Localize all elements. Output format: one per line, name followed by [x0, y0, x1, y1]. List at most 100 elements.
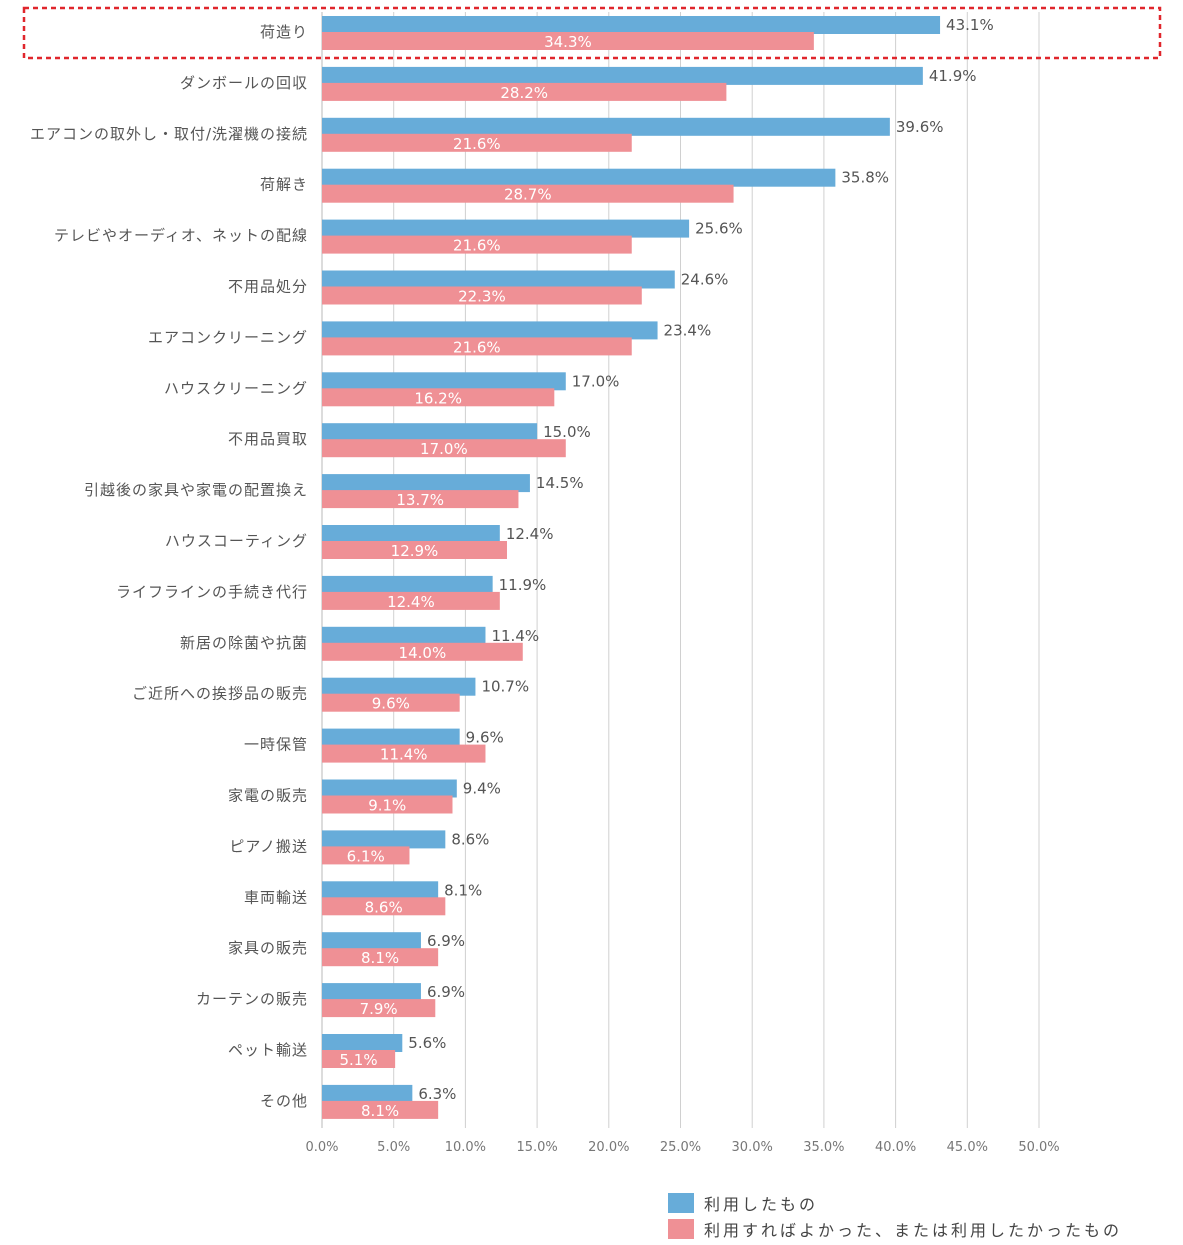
value-label-used: 39.6%: [896, 118, 944, 136]
x-tick-label: 25.0%: [660, 1140, 701, 1155]
bar-chart: 0.0% 5.0% 10.0% 15.0% 20.0% 25.0% 30.0% 35.0% 40…: [22, 6, 1162, 1155]
value-label-used: 10.7%: [481, 678, 529, 696]
category-label: ハウスコーティング: [165, 532, 308, 550]
bar-wished: [322, 1100, 439, 1119]
bar-used: [322, 219, 690, 238]
bar-wished: [322, 133, 632, 152]
value-label-used: 43.1%: [946, 16, 994, 34]
category-label: ダンボールの回収: [180, 74, 308, 92]
bar-wished: [322, 32, 814, 50]
value-label-wished: 13.7%: [396, 491, 444, 509]
category-label: その他: [260, 1092, 308, 1110]
bar-wished: [322, 999, 436, 1018]
bar-used: [322, 830, 446, 849]
value-label-used: 5.6%: [408, 1034, 446, 1052]
bar-wished: [322, 82, 727, 101]
bar-wished: [322, 897, 446, 916]
category-label: 家具の販売: [228, 939, 308, 957]
category-label: 不用品処分: [228, 278, 308, 296]
bar-used: [322, 626, 486, 645]
bar-used: [322, 525, 500, 543]
category-label: テレビやオーディオ、ネットの配線: [54, 227, 308, 245]
bar-wished: [322, 1050, 396, 1068]
bar-wished: [322, 744, 486, 763]
legend-swatch-wished: [668, 1219, 694, 1239]
legend-label-wished: 利用すればよかった、または利用したかったもの: [704, 1221, 1123, 1240]
category-label: 荷解き: [260, 176, 308, 194]
value-label-used: 11.4%: [491, 627, 539, 645]
x-tick-label: 35.0%: [803, 1140, 844, 1155]
value-label-used: 8.1%: [444, 881, 482, 899]
category-label: エアコンの取外し・取付/洗濯機の接続: [30, 125, 308, 143]
bar-used: [322, 983, 421, 1002]
value-label-used: 14.5%: [536, 474, 584, 492]
value-label-used: 15.0%: [543, 423, 591, 441]
bar-used: [322, 321, 658, 340]
value-label-wished: 8.1%: [361, 949, 399, 967]
bar-used: [322, 270, 675, 289]
legend-label-used: 利用したもの: [704, 1195, 819, 1214]
highlight-box: [22, 6, 1162, 60]
bar-used: [322, 474, 530, 493]
legend-swatch-used: [668, 1193, 694, 1213]
x-tick-label: 10.0%: [445, 1140, 486, 1155]
category-label: 荷造り: [260, 23, 308, 41]
bar-used: [322, 66, 923, 85]
category-label: 引越後の家具や家電の配置換え: [84, 481, 308, 499]
bar-wished: [322, 388, 555, 407]
value-label-used: 6.3%: [418, 1085, 456, 1103]
labels: 0.0% 5.0% 10.0% 15.0% 20.0% 25.0% 30.0% 35.0% 40…: [30, 16, 1060, 1155]
bar-used: [322, 932, 421, 951]
value-label-wished: 8.1%: [361, 1102, 399, 1120]
x-tick-label: 50.0%: [1018, 1140, 1059, 1155]
value-label-wished: 12.9%: [391, 542, 439, 560]
value-label-wished: 14.0%: [399, 644, 447, 662]
value-label-used: 24.6%: [681, 271, 729, 289]
value-label-used: 17.0%: [572, 372, 620, 390]
x-tick-label: 0.0%: [305, 1140, 338, 1155]
x-tick-label: 15.0%: [516, 1140, 557, 1155]
category-label: 車両輸送: [244, 888, 308, 906]
value-label-used: 41.9%: [929, 67, 977, 85]
bar-wished: [322, 693, 460, 712]
value-label-used: 12.4%: [506, 525, 554, 543]
category-label: ハウスクリーニング: [164, 379, 308, 397]
value-label-wished: 6.1%: [347, 847, 385, 865]
bars: [322, 16, 941, 1119]
bar-used: [322, 423, 538, 442]
bar-used: [322, 575, 493, 594]
value-label-used: 6.9%: [427, 932, 465, 950]
bar-used: [322, 117, 890, 136]
value-label-wished: 34.3%: [544, 33, 592, 51]
highlight-box-layer: [22, 6, 1162, 60]
value-label-wished: 8.6%: [365, 898, 403, 916]
value-label-wished: 28.7%: [504, 186, 552, 204]
value-label-wished: 21.6%: [453, 338, 501, 356]
bar-used: [322, 168, 836, 187]
value-label-wished: 21.6%: [453, 135, 501, 153]
value-label-used: 23.4%: [664, 321, 712, 339]
bar-wished: [322, 184, 734, 203]
value-label-wished: 22.3%: [458, 288, 506, 306]
value-label-wished: 28.2%: [500, 84, 548, 102]
value-label-used: 9.4%: [463, 780, 501, 798]
value-label-wished: 16.2%: [414, 389, 462, 407]
category-label: 一時保管: [244, 736, 308, 754]
value-label-used: 11.9%: [499, 576, 547, 594]
bar-wished: [322, 541, 507, 559]
bar-wished: [322, 795, 453, 814]
category-label: 家電の販売: [228, 787, 308, 805]
value-label-used: 8.6%: [451, 830, 489, 848]
value-label-wished: 21.6%: [453, 237, 501, 255]
category-label: 不用品買取: [228, 430, 308, 448]
category-label: エアコンクリーニング: [148, 328, 308, 346]
bar-wished: [322, 439, 566, 458]
value-label-wished: 17.0%: [420, 440, 468, 458]
bar-wished: [322, 948, 439, 967]
bar-used: [322, 728, 460, 747]
value-label-wished: 12.4%: [387, 593, 435, 611]
category-label: ピアノ搬送: [229, 837, 308, 855]
bar-used: [322, 779, 457, 798]
category-label: ペット輸送: [228, 1041, 308, 1059]
x-tick-label: 40.0%: [875, 1140, 916, 1155]
